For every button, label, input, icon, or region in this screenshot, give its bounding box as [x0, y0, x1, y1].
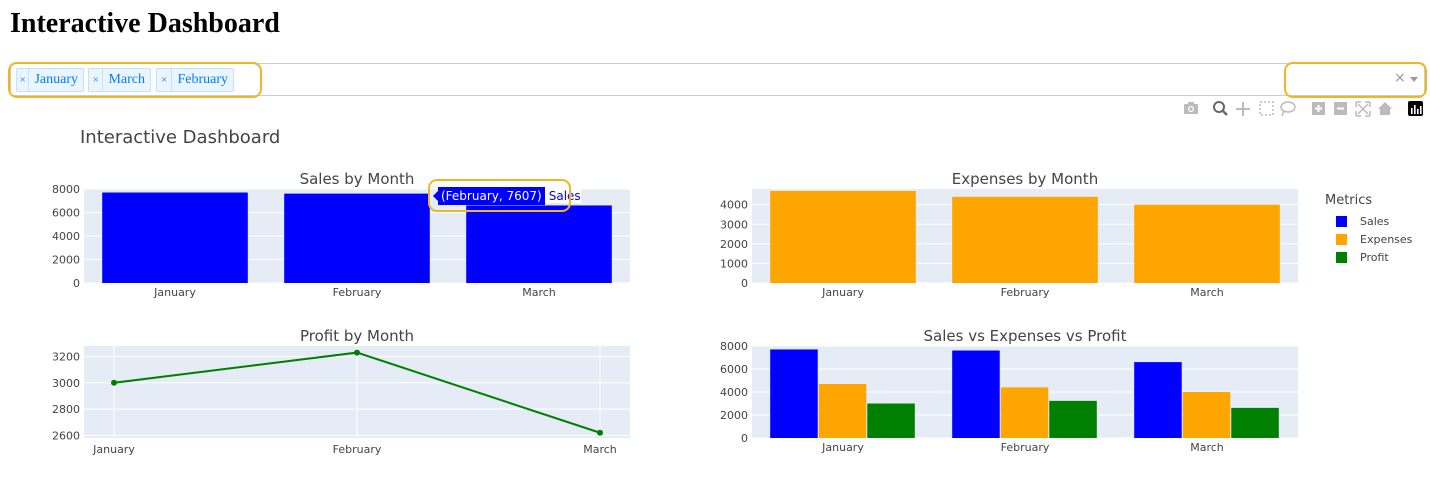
y-tick-label: 1000 [720, 257, 748, 270]
autoscale-icon[interactable] [1355, 101, 1371, 117]
y-tick-label: 6000 [52, 207, 80, 220]
legend-swatch [1336, 234, 1347, 245]
subplot-title: Expenses by Month [951, 170, 1099, 188]
zoom-out-icon[interactable] [1334, 102, 1347, 115]
y-tick-label: 2600 [52, 429, 80, 442]
metric-dropdown[interactable]: × [1289, 64, 1425, 95]
subplot-title: Sales by Month [299, 170, 415, 188]
y-tick-label: 3000 [720, 218, 748, 231]
month-dropdown[interactable]: × January × March × February × [10, 63, 1425, 96]
y-tick-label: 2800 [52, 403, 80, 416]
y-tick-label: 6000 [720, 363, 748, 376]
legend-label: Sales [1360, 215, 1390, 228]
y-tick-label: 2000 [720, 409, 748, 422]
bar [284, 193, 430, 283]
page-title: Interactive Dashboard [10, 8, 280, 39]
chip-february[interactable]: × February [156, 68, 234, 92]
x-tick-label: March [1190, 286, 1224, 299]
bar [818, 383, 867, 438]
tooltip-series: Sales [544, 188, 581, 203]
legend-item-profit[interactable]: Profit [1325, 250, 1389, 268]
legend-label: Profit [1360, 251, 1389, 264]
bar [102, 192, 248, 283]
data-point [111, 379, 117, 386]
hover-tooltip: (February, 7607) Sales [433, 186, 581, 205]
bar [1049, 400, 1097, 438]
bar [1134, 362, 1182, 438]
zoom-in-icon[interactable] [1312, 102, 1325, 115]
legend: Metrics Sales Expenses Profit [1325, 193, 1412, 268]
remove-chip-icon[interactable]: × [17, 69, 30, 91]
y-tick-label: 8000 [52, 183, 80, 196]
y-tick-label: 2000 [52, 254, 80, 267]
y-tick-label: 8000 [720, 340, 748, 353]
x-tick-label: February [1001, 441, 1050, 454]
x-tick-label: January [821, 286, 864, 299]
legend-item-expenses[interactable]: Expenses [1325, 232, 1412, 250]
bar [952, 196, 1098, 283]
box-select-icon[interactable] [1259, 101, 1274, 116]
lasso-select-icon[interactable] [1280, 101, 1296, 117]
y-tick-label: 2000 [720, 238, 748, 251]
chevron-down-icon[interactable] [1410, 77, 1418, 82]
bar [466, 205, 612, 283]
x-tick-label: February [1001, 286, 1050, 299]
tooltip-arrow [433, 190, 438, 201]
zoom-icon[interactable] [1213, 101, 1228, 116]
y-tick-label: 4000 [52, 230, 80, 243]
bar [1231, 407, 1279, 438]
y-tick-label: 0 [741, 277, 748, 290]
x-tick-label: January [821, 441, 864, 454]
plotly-logo-icon[interactable] [1408, 101, 1423, 116]
x-tick-label: March [583, 443, 617, 456]
y-tick-label: 0 [741, 432, 748, 445]
tooltip-text: (February, 7607) [438, 186, 545, 205]
y-tick-label: 3000 [52, 377, 80, 390]
y-tick-label: 4000 [720, 199, 748, 212]
legend-label: Expenses [1360, 233, 1413, 246]
plot-title: Interactive Dashboard [80, 127, 281, 148]
legend-swatch [1336, 252, 1347, 263]
legend-swatch [1336, 216, 1347, 227]
x-tick-label: February [333, 443, 382, 456]
y-tick-label: 3200 [52, 351, 80, 364]
data-point [597, 429, 603, 436]
chip-label: February [177, 72, 228, 87]
bar [1000, 387, 1049, 438]
y-tick-label: 4000 [720, 386, 748, 399]
reset-axes-icon[interactable] [1378, 102, 1392, 115]
y-tick-label: 0 [73, 277, 80, 290]
remove-chip-icon[interactable]: × [157, 69, 173, 91]
clear-icon[interactable]: × [1394, 70, 1406, 86]
x-tick-label: February [333, 286, 382, 299]
modebar [1184, 101, 1423, 117]
x-tick-label: January [153, 286, 196, 299]
bar [867, 403, 915, 438]
bar [770, 190, 916, 283]
bar [770, 349, 818, 438]
bar [952, 350, 1000, 438]
chip-january[interactable]: × January [16, 68, 84, 92]
camera-icon[interactable] [1184, 102, 1198, 114]
bar [1182, 392, 1231, 438]
remove-chip-icon[interactable]: × [89, 69, 104, 91]
chip-label: March [108, 72, 145, 87]
legend-item-sales[interactable]: Sales [1325, 214, 1389, 232]
subplot-title: Sales vs Expenses vs Profit [923, 327, 1127, 345]
chip-label: January [34, 72, 78, 87]
x-tick-label: January [92, 443, 135, 456]
legend-title: Metrics [1325, 193, 1373, 208]
x-tick-label: March [1190, 441, 1224, 454]
subplot-title: Profit by Month [299, 327, 415, 345]
chip-march[interactable]: × March [88, 68, 151, 92]
data-point [354, 349, 360, 356]
bar [1134, 204, 1280, 283]
pan-icon[interactable] [1236, 102, 1250, 116]
x-tick-label: March [522, 286, 556, 299]
